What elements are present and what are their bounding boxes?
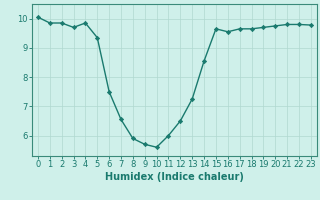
X-axis label: Humidex (Indice chaleur): Humidex (Indice chaleur) <box>105 172 244 182</box>
